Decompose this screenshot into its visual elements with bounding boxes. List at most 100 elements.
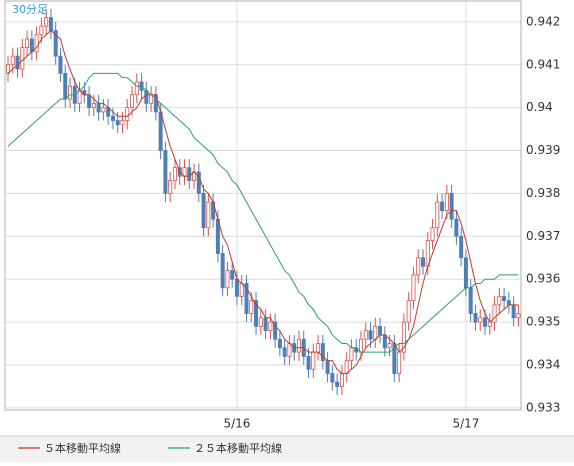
candle-body — [478, 317, 483, 323]
candle-body — [435, 201, 440, 229]
candle-body — [277, 338, 282, 349]
candle-body — [296, 338, 301, 353]
candle-body — [163, 150, 168, 194]
candle-body — [268, 321, 273, 332]
candle-body — [101, 107, 106, 113]
candle-body — [63, 72, 68, 100]
candle-body — [311, 351, 316, 370]
y-tick-label: 0.942 — [526, 14, 560, 28]
y-tick-label: 0.94 — [526, 100, 553, 114]
candle-body — [130, 94, 135, 109]
candle-body — [416, 257, 421, 276]
candle-body — [254, 300, 259, 327]
candle-body — [91, 102, 96, 109]
candle-body — [187, 167, 192, 181]
candle-body — [502, 295, 507, 302]
y-tick-label: 0.935 — [526, 315, 560, 329]
candle-body — [358, 338, 363, 353]
y-tick-label: 0.934 — [526, 357, 560, 371]
candle-body — [48, 17, 53, 31]
legend-label: ２５本移動平均線 — [194, 441, 282, 455]
candle-body — [325, 360, 330, 374]
candle-body — [468, 287, 473, 314]
candle-body — [263, 317, 268, 332]
plot-frame — [4, 0, 522, 411]
candle-body — [506, 300, 511, 306]
candle-body — [401, 321, 406, 353]
candle-body — [320, 343, 325, 362]
candle-body — [349, 347, 354, 362]
candle-body — [53, 30, 58, 57]
candle-body — [306, 355, 311, 370]
candle-body — [378, 325, 383, 336]
candle-body — [420, 257, 425, 267]
candle-body — [497, 295, 502, 306]
y-tick-label: 0.933 — [526, 400, 560, 414]
candle-body — [430, 227, 435, 241]
candle-body — [316, 343, 321, 353]
y-tick-label: 0.937 — [526, 229, 560, 243]
candle-body — [220, 253, 225, 289]
moving-average-line — [7, 72, 519, 353]
candle-body — [29, 38, 34, 53]
labels: 0.933 0.934 0.935 0.936 0.937 0.938 0.939 0.94 0… — [223, 14, 560, 430]
candle-body — [339, 373, 344, 387]
legend-label: ５本移動平均線 — [44, 441, 121, 455]
candle-body — [25, 38, 30, 49]
candle-body — [10, 55, 15, 66]
candle-body — [344, 360, 349, 374]
candle-body — [335, 381, 340, 387]
candle-body — [206, 201, 211, 229]
candle-body — [282, 347, 287, 357]
candle-body — [172, 167, 177, 181]
y-tick-label: 0.941 — [526, 57, 560, 71]
candle-body — [492, 304, 497, 323]
candle-body — [330, 373, 335, 383]
candle-body — [397, 351, 402, 374]
candle-body — [87, 94, 92, 109]
candle-body — [96, 102, 101, 113]
candle-body — [168, 180, 173, 194]
candle-body — [258, 317, 263, 327]
candle-body — [273, 321, 278, 340]
candle-body — [15, 55, 20, 70]
candle-body — [34, 34, 39, 53]
candle-body — [363, 330, 368, 340]
candle-body — [68, 85, 73, 100]
candle-body — [110, 115, 115, 121]
candle-body — [454, 218, 459, 237]
candle-body — [134, 81, 139, 96]
candle-body — [287, 343, 292, 357]
candle-body — [463, 257, 468, 289]
candle-body — [249, 300, 254, 314]
candle-body — [406, 300, 411, 323]
candle-body — [482, 317, 487, 327]
candle-body — [20, 47, 25, 70]
candle-body — [440, 201, 445, 211]
candle-body — [39, 25, 44, 36]
candle-body — [225, 270, 230, 289]
candle-body — [444, 193, 449, 211]
candle-body — [58, 55, 63, 74]
candle-body — [411, 274, 416, 302]
candle-body — [244, 283, 249, 314]
candle-body — [234, 278, 239, 297]
candle-body — [373, 325, 378, 340]
candle-body — [201, 193, 206, 229]
candle-body — [239, 283, 244, 297]
candle-body — [120, 120, 125, 126]
candle-body — [511, 304, 516, 319]
moving-average-line — [7, 29, 519, 375]
candle-body — [230, 270, 235, 280]
candle-body — [459, 235, 464, 259]
candle-body — [115, 120, 120, 126]
y-tick-label: 0.939 — [526, 143, 560, 157]
candle-body — [77, 90, 82, 104]
candle-body — [368, 330, 373, 340]
candle-body — [44, 17, 49, 27]
candle-body — [473, 313, 478, 323]
candle-body — [516, 313, 521, 319]
candle-body — [125, 107, 130, 121]
